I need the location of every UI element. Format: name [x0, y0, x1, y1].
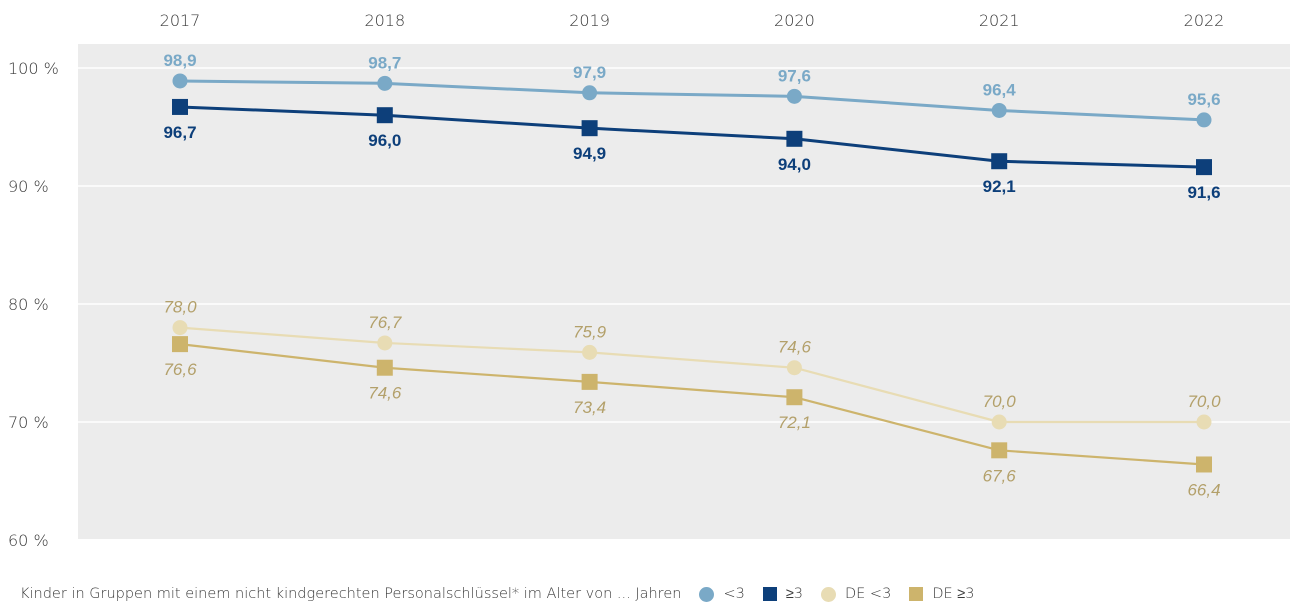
data-label: 94,0	[778, 155, 811, 174]
legend-swatch-de-3-plus	[909, 587, 924, 601]
x-tick-label: 2018	[364, 11, 405, 30]
data-label: 96,7	[163, 123, 196, 142]
data-label: 98,9	[163, 51, 196, 70]
data-label: 94,9	[573, 144, 606, 163]
legend-swatch-3-plus	[762, 587, 777, 601]
data-point	[582, 344, 598, 360]
data-point	[172, 73, 188, 89]
y-tick-label: 90 %	[8, 177, 49, 196]
data-point	[376, 359, 393, 376]
data-point	[991, 414, 1007, 430]
data-label: 75,9	[573, 322, 607, 341]
data-point	[377, 335, 393, 351]
data-label: 97,9	[573, 63, 606, 82]
legend-item-under-3: <3	[699, 586, 745, 602]
data-point	[786, 389, 803, 406]
data-point	[786, 130, 803, 147]
data-point	[581, 120, 598, 137]
x-tick-label: 2017	[160, 11, 201, 30]
line-chart: 100 % 90 % 80 % 70 % 60 % 2017 2018 2019 2020 202…	[8, 11, 1290, 550]
legend-label-under-3: <3	[723, 586, 745, 602]
x-tick-label: 2022	[1184, 11, 1225, 30]
data-label: 72,1	[778, 413, 811, 432]
data-label: 96,0	[368, 131, 401, 150]
data-point	[991, 153, 1008, 170]
data-point	[172, 320, 188, 336]
data-point	[1196, 159, 1212, 176]
series-line	[179, 343, 1205, 466]
data-label: 66,4	[1187, 480, 1220, 499]
data-point	[377, 75, 393, 91]
x-tick-label: 2019	[569, 11, 610, 30]
data-label: 70,0	[983, 392, 1017, 411]
x-tick-label: 2020	[774, 11, 815, 30]
y-tick-label: 70 %	[8, 413, 49, 432]
data-label: 96,4	[983, 80, 1017, 99]
legend: Kinder in Gruppen mit einem nicht kindge…	[20, 582, 974, 606]
data-label: 74,6	[778, 338, 812, 357]
y-tick-label: 100 %	[8, 59, 59, 78]
legend-item-de-under-3: DE <3	[821, 586, 891, 602]
data-label: 76,7	[368, 313, 402, 332]
data-label: 78,0	[163, 298, 197, 317]
legend-title: Kinder in Gruppen mit einem nicht kindge…	[20, 586, 682, 602]
data-point	[582, 85, 598, 101]
data-label: 91,6	[1187, 183, 1220, 202]
x-tick-label: 2021	[979, 11, 1020, 30]
series-line	[179, 326, 1204, 424]
data-point	[172, 98, 188, 115]
data-point	[1196, 112, 1212, 128]
legend-label-3-plus: ≥3	[785, 586, 803, 602]
y-tick-label: 60 %	[8, 531, 49, 550]
legend-swatch-under-3	[699, 586, 715, 602]
data-label: 70,0	[1187, 392, 1221, 411]
legend-swatch-de-under-3	[821, 586, 836, 602]
data-label: 76,6	[163, 360, 197, 379]
data-label: 92,1	[983, 177, 1016, 196]
data-point	[991, 102, 1007, 118]
data-point	[581, 373, 598, 390]
series-line	[179, 105, 1205, 169]
legend-item-de-3-plus: DE ≥3	[909, 586, 974, 602]
data-point	[1196, 414, 1212, 430]
data-point	[376, 107, 393, 124]
y-tick-label: 80 %	[8, 295, 49, 314]
data-point	[172, 336, 188, 353]
data-point	[1196, 456, 1212, 473]
data-point	[786, 88, 802, 104]
legend-label-de-3-plus: DE ≥3	[932, 586, 975, 602]
legend-item-3-plus: ≥3	[762, 586, 803, 602]
series-line	[179, 79, 1205, 122]
data-label: 95,6	[1187, 90, 1220, 109]
data-label: 97,6	[778, 66, 811, 85]
data-point	[991, 442, 1008, 459]
plot-background	[78, 44, 1290, 539]
data-label: 67,6	[983, 466, 1017, 485]
data-point	[786, 360, 802, 376]
legend-label-de-under-3: DE <3	[845, 586, 892, 602]
data-label: 74,6	[368, 384, 402, 403]
data-label: 73,4	[573, 398, 606, 417]
data-label: 98,7	[368, 53, 401, 72]
